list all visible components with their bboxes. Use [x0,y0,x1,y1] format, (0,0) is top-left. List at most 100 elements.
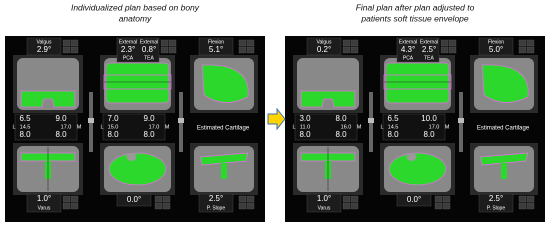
control-button [62,202,71,210]
side-label: M [357,124,362,130]
slider-thumb [178,118,184,123]
readout-label: Flexion [208,39,224,45]
side-label: M [445,124,450,130]
control-button [62,46,71,54]
gap-value: 8.0 [107,130,119,139]
readout-box [478,37,514,56]
readout-label: TEA [424,55,434,61]
gap-value: 6.5 [19,114,31,123]
gap-value: 7.0 [107,114,119,123]
control-button [162,202,171,210]
gap-value: 17.0 [429,124,440,130]
readout-value: 2.5° [209,194,223,203]
slider-thumb [88,118,94,123]
readout-value: 0.8° [142,45,156,54]
readout-label: Flexion [488,39,504,45]
implant [199,152,249,166]
readout-box [198,193,234,213]
readout-label: Varus [318,205,331,211]
caption: anatomy [119,13,152,23]
control-button [62,195,71,203]
control-button [154,202,163,210]
control-button [246,195,255,203]
gap-value: 14.5 [20,124,31,130]
gap-box [382,113,446,141]
readout-box [116,37,160,63]
gap-value: 8.0 [423,130,435,139]
readout-value: 2.5° [489,194,503,203]
planning-panel: Final plan after plan adjusted topatient… [285,2,545,222]
control-button [350,39,359,47]
gap-value: 8.0 [143,130,155,139]
readout-value: 0.0° [127,195,141,204]
readout-label: P. Slope [487,205,505,211]
gap-value: 8.0 [387,130,399,139]
control-button [342,39,351,47]
transition-arrow [267,107,286,131]
control-button [70,46,79,54]
caption: Individualized plan based on bony [71,2,200,12]
gap-value: 6.5 [387,114,399,123]
control-button [448,39,457,47]
cartilage-label: Estimated Cartilage [477,126,530,132]
control-button [434,195,443,203]
control-button [440,46,449,54]
control-button [434,202,443,210]
readout-label: External [420,39,438,45]
readout-box [116,193,152,207]
control-button [238,46,247,54]
control-button [518,46,527,54]
readout-value: 5.1° [209,45,223,54]
slider-thumb [458,118,464,123]
readout-label: External [140,39,158,45]
gap-box [14,113,78,141]
readout-box [26,193,62,213]
readout-label: PCA [123,55,134,61]
readout-label: Varus [38,205,51,211]
readout-label: External [399,39,417,45]
gap-value: 16.0 [341,124,352,130]
control-button [70,195,79,203]
readout-box [396,193,432,207]
gap-value: 8.0 [335,130,347,139]
implant [201,64,249,103]
control-button [168,39,177,47]
implant [385,62,450,104]
control-button [526,202,535,210]
control-button [246,46,255,54]
gap-value: 9.0 [55,114,67,123]
caption: patients soft tissue envelope [360,13,469,23]
control-button [526,195,535,203]
readout-label: Valgus [317,39,332,45]
readout-label: Valgus [37,39,52,45]
readout-value: 1.0° [37,194,51,203]
control-button [62,39,71,47]
readout-box [306,37,342,56]
readout-value: 5.0° [489,45,503,54]
gap-value: 15.0 [108,124,119,130]
gap-value: 17.0 [149,124,160,130]
gap-value: 11.0 [300,124,310,130]
readout-value: 2.5° [422,45,436,54]
control-button [518,202,527,210]
readout-value: 2.9° [37,45,51,54]
readout-box [198,37,234,56]
readout-box [26,37,62,56]
gap-box [102,113,166,141]
gap-value: 3.0 [299,114,311,123]
control-button [350,46,359,54]
readout-label: P. Slope [207,205,225,211]
cartilage-label: Estimated Cartilage [197,126,250,132]
readout-box [306,193,342,213]
control-button [238,195,247,203]
control-button [160,39,169,47]
gap-value: 8.0 [55,130,67,139]
side-label: L [292,124,295,130]
side-label: M [165,124,170,130]
readout-box [396,37,440,63]
control-button [350,202,359,210]
gap-value: 8.0 [299,130,311,139]
arrow-shape [267,107,286,131]
control-button [70,202,79,210]
gap-value: 14.5 [388,124,399,130]
